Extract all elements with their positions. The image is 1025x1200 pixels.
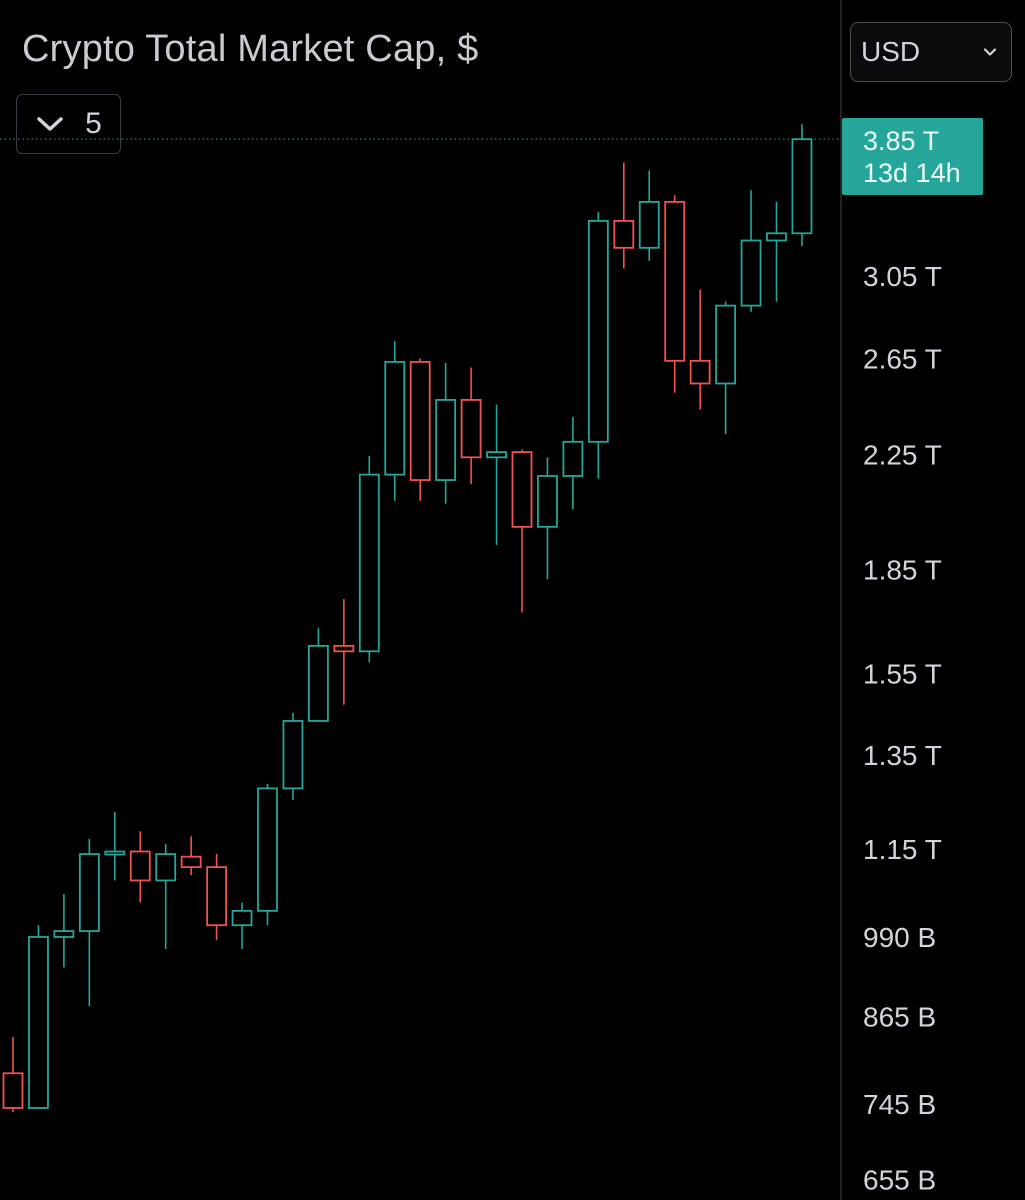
last-price-label: 3.85 T 13d 14h	[842, 118, 983, 195]
candle-body	[104, 850, 126, 856]
candle	[53, 894, 75, 968]
candle	[409, 358, 431, 501]
candle-body	[740, 239, 762, 307]
candle	[358, 456, 380, 663]
candle	[155, 843, 177, 949]
candle	[104, 811, 126, 881]
candle	[435, 363, 457, 504]
candle-body	[613, 219, 635, 249]
currency-value: USD	[861, 36, 921, 67]
y-tick-label: 865 B	[863, 1001, 936, 1032]
y-tick-label: 1.85 T	[863, 555, 942, 586]
indicators-count: 5	[85, 107, 102, 140]
y-tick-label: 655 B	[863, 1165, 936, 1196]
candle-body	[155, 853, 177, 882]
candle	[587, 212, 609, 479]
candle	[231, 902, 253, 949]
candle-body	[78, 853, 100, 932]
candle-body	[766, 232, 787, 242]
candle	[78, 838, 100, 1007]
y-tick-label: 990 B	[863, 922, 936, 953]
candle-body	[2, 1072, 24, 1109]
candle-body	[358, 473, 380, 653]
candle-body	[180, 855, 202, 869]
candle-body	[587, 219, 609, 443]
candle	[384, 341, 406, 501]
candle	[257, 783, 278, 926]
candle-body	[791, 138, 813, 235]
candle-body	[435, 399, 457, 481]
candle-body	[409, 361, 431, 481]
y-tick-label: 2.65 T	[863, 344, 942, 375]
bar-countdown: 13d 14h	[863, 157, 961, 188]
candle	[511, 449, 533, 613]
y-tick-label: 1.55 T	[863, 659, 942, 690]
candle-body	[638, 201, 660, 249]
candle-body	[460, 399, 482, 459]
candle-body	[206, 866, 228, 927]
candle	[562, 416, 584, 510]
candle	[307, 628, 329, 722]
candle	[460, 367, 482, 485]
candle-body	[537, 475, 558, 528]
candle	[791, 124, 813, 246]
candle-body	[53, 930, 75, 938]
candle-body	[715, 304, 736, 385]
candle-body	[333, 644, 355, 653]
candle-body	[231, 909, 253, 927]
candle	[180, 836, 202, 876]
chevron-down-icon	[35, 109, 65, 139]
candle	[740, 190, 762, 312]
candle	[689, 289, 711, 410]
y-tick-label: 2.25 T	[863, 440, 942, 471]
candle	[28, 925, 49, 1109]
candle-body	[307, 644, 329, 722]
candles-group	[2, 124, 813, 1112]
currency-select[interactable]: USD	[850, 22, 1012, 82]
candle	[2, 1037, 24, 1112]
candle	[766, 201, 787, 302]
candle-body	[689, 359, 711, 385]
candle	[638, 170, 660, 261]
candle-body	[664, 201, 686, 362]
candle	[486, 404, 507, 545]
collapse-indicators-button[interactable]: 5	[16, 94, 121, 154]
y-tick-label: 3.05 T	[863, 261, 942, 292]
candle	[715, 301, 736, 435]
chevron-down-icon	[981, 43, 999, 61]
candle	[613, 162, 635, 269]
candle-body	[129, 850, 151, 882]
candle-body	[511, 451, 533, 528]
candle	[664, 195, 686, 393]
candle	[129, 831, 151, 903]
candle-body	[384, 361, 406, 476]
candle-body	[486, 451, 507, 459]
candle	[537, 457, 558, 580]
y-tick-label: 1.35 T	[863, 740, 942, 771]
last-price-value: 3.85 T	[863, 125, 940, 156]
candle	[282, 712, 304, 800]
candle-body	[282, 720, 304, 790]
y-tick-label: 1.15 T	[863, 834, 942, 865]
candle-body	[257, 787, 278, 912]
chart-title: Crypto Total Market Cap, $	[22, 28, 479, 70]
candle-body	[562, 440, 584, 477]
price-axis[interactable]: 3.05 T 2.65 T 2.25 T 1.85 T 1.55 T 1.35 T 1.15…	[863, 261, 942, 1196]
candle-body	[28, 936, 49, 1109]
y-tick-label: 745 B	[863, 1089, 936, 1120]
candle	[206, 854, 228, 940]
candle	[333, 598, 355, 705]
